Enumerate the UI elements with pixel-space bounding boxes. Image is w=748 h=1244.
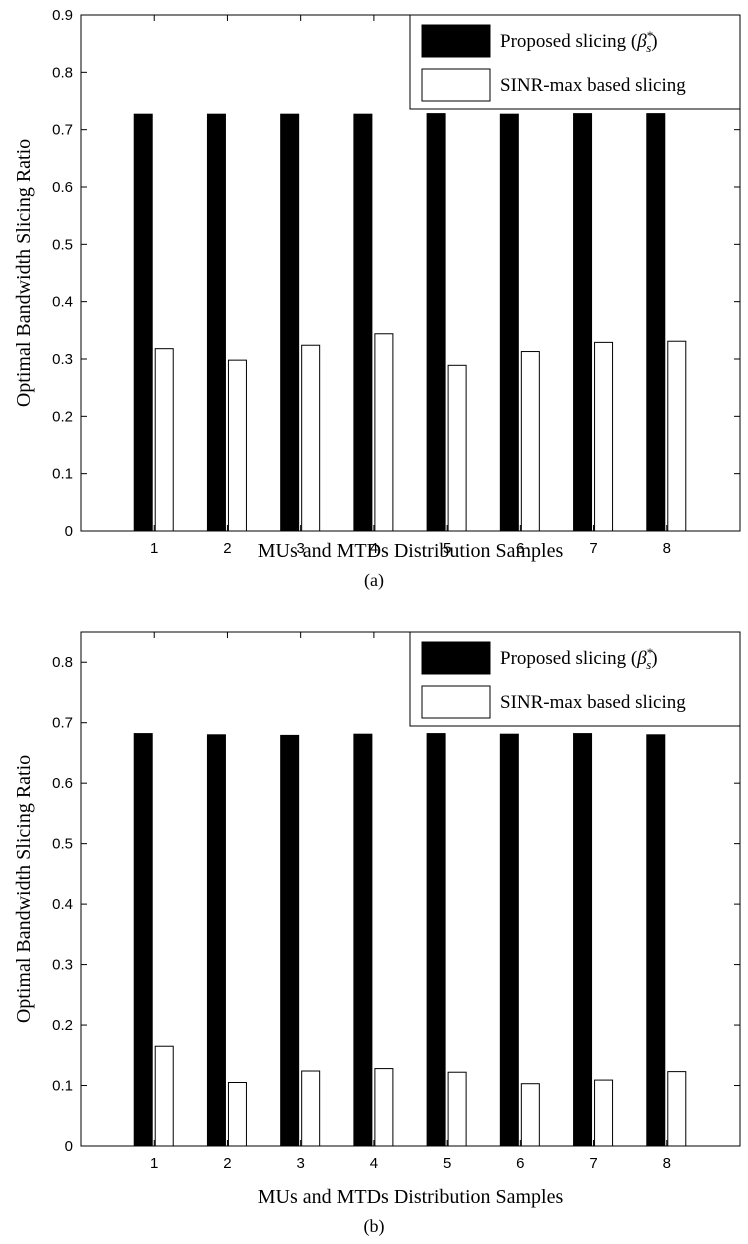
x-tick-label: 6	[516, 1155, 524, 1172]
bar-sinr-max-4	[374, 1068, 394, 1147]
bar-sinr-max-4	[374, 333, 394, 532]
bar-proposed-5	[426, 733, 446, 1147]
x-tick-label: 5	[443, 540, 451, 557]
bar-proposed-2	[206, 113, 226, 532]
x-axis-label: MUs and MTDs Distribution Samples	[258, 540, 564, 562]
x-tick-label: 7	[589, 540, 597, 557]
bar-sinr-max-3	[301, 1070, 321, 1147]
x-tick-label: 4	[370, 1155, 378, 1172]
bar-sinr-max-8	[667, 1071, 687, 1147]
x-tick-label: 7	[589, 1155, 597, 1172]
bar-sinr-max-7	[594, 341, 614, 532]
panel-caption: (a)	[364, 570, 384, 591]
legend-swatch-proposed	[421, 24, 491, 58]
y-axis-label: Optimal Bandwidth Slicing Ratio	[13, 755, 35, 1023]
bar-sinr-max-1	[154, 348, 174, 532]
bar-sinr-max-6	[520, 351, 540, 532]
legend: Proposed slicing (β* s) SINR-max based sli…	[409, 14, 741, 110]
y-tick-label: 0.6	[52, 775, 73, 792]
y-tick-label: 0.3	[52, 957, 73, 974]
y-tick-label: 0.1	[52, 1078, 73, 1095]
x-tick-label: 8	[663, 1155, 671, 1172]
panel-caption: (b)	[364, 1216, 385, 1237]
y-tick-label: 0.5	[52, 836, 73, 853]
bar-proposed-7	[573, 113, 593, 532]
legend-swatch-proposed	[421, 641, 491, 675]
bar-proposed-8	[646, 113, 666, 532]
legend-label-sinr-max: SINR-max based slicing	[500, 692, 686, 713]
bar-sinr-max-5	[447, 364, 467, 532]
legend: Proposed slicing (β* s) SINR-max based sli…	[409, 631, 741, 727]
y-tick-label: 0.5	[52, 236, 73, 253]
x-axis-label: MUs and MTDs Distribution Samples	[258, 1186, 564, 1208]
y-axis-label: Optimal Bandwidth Slicing Ratio	[13, 139, 35, 407]
legend-label-proposed: Proposed slicing (β* s)	[500, 645, 658, 672]
bar-proposed-3	[280, 113, 300, 532]
y-tick-label: 0	[65, 1138, 73, 1155]
bar-proposed-3	[280, 734, 300, 1147]
bar-sinr-max-8	[667, 340, 687, 532]
y-tick-label: 0.8	[52, 654, 73, 671]
bar-proposed-8	[646, 734, 666, 1147]
bar-proposed-4	[353, 113, 373, 532]
y-tick-label: 0	[65, 523, 73, 540]
y-tick-label: 0.4	[52, 896, 73, 913]
bar-proposed-6	[499, 733, 519, 1147]
bar-sinr-max-7	[594, 1079, 614, 1147]
y-tick-label: 0.7	[52, 715, 73, 732]
y-tick-label: 0.3	[52, 351, 73, 368]
y-tick-label: 0.9	[52, 7, 73, 24]
bar-sinr-max-2	[227, 1082, 247, 1147]
y-tick-label: 0.6	[52, 179, 73, 196]
chart-panel-a: 0 0.1 0.2 0.3 0.4 0.5 0.6 0.7 0.8 0.9 1 2 3 4 5 6 7 8 MUs …	[13, 7, 741, 591]
bar-sinr-max-6	[520, 1083, 540, 1147]
x-tick-label: 8	[663, 540, 671, 557]
x-tick-label: 6	[516, 540, 524, 557]
bar-proposed-6	[499, 113, 519, 532]
y-tick-label: 0.4	[52, 294, 73, 311]
bar-sinr-max-1	[154, 1045, 174, 1147]
bar-sinr-max-2	[227, 359, 247, 532]
y-tick-label: 0.2	[52, 1017, 73, 1034]
bar-proposed-2	[206, 734, 226, 1147]
y-tick-label: 0.1	[52, 466, 73, 483]
x-tick-label: 2	[223, 540, 231, 557]
y-tick-label: 0.2	[52, 408, 73, 425]
bar-proposed-4	[353, 733, 373, 1147]
bar-proposed-1	[133, 113, 153, 532]
legend-label-proposed: Proposed slicing (β* s)	[500, 28, 658, 55]
legend-swatch-sinr-max	[421, 68, 491, 102]
x-tick-label: 3	[296, 540, 304, 557]
x-tick-label: 2	[223, 1155, 231, 1172]
y-tick-label: 0.8	[52, 64, 73, 81]
x-tick-label: 1	[150, 1155, 158, 1172]
x-tick-label: 3	[296, 1155, 304, 1172]
x-tick-label: 4	[370, 540, 378, 557]
bar-proposed-5	[426, 113, 446, 532]
legend-label-sinr-max: SINR-max based slicing	[500, 75, 686, 96]
bar-proposed-1	[133, 733, 153, 1147]
y-tick-label: 0.7	[52, 122, 73, 139]
x-tick-label: 1	[150, 540, 158, 557]
bar-sinr-max-5	[447, 1071, 467, 1147]
chart-panel-b: 0 0.1 0.2 0.3 0.4 0.5 0.6 0.7 0.8 1 2 3 4 5 6 7 8 MUs and…	[13, 631, 741, 1237]
bar-sinr-max-3	[301, 344, 321, 532]
x-tick-label: 5	[443, 1155, 451, 1172]
bar-proposed-7	[573, 733, 593, 1147]
legend-swatch-sinr-max	[421, 685, 491, 719]
